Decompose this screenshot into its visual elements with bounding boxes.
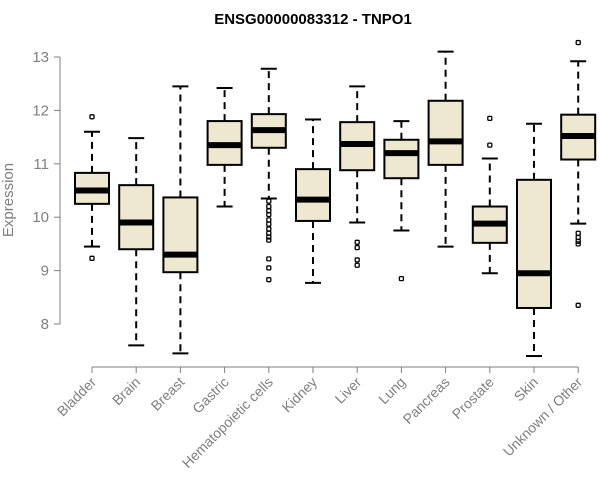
outlier-point <box>266 226 272 232</box>
outlier-point <box>354 257 360 263</box>
x-tick-label: Brain <box>109 374 143 408</box>
box-liver <box>339 85 376 268</box>
outlier-point <box>89 114 95 120</box>
outlier-point <box>354 244 360 251</box>
outlier-point <box>89 255 95 261</box>
outlier-point <box>575 241 581 247</box>
outlier-point <box>398 275 405 282</box>
outlier-point <box>266 203 272 210</box>
iqr-box <box>516 178 552 309</box>
x-tick-label: Lung <box>375 374 408 407</box>
outlier-point <box>266 256 272 262</box>
box-kidney <box>295 118 331 284</box>
outlier-point <box>266 217 272 223</box>
box-hematopoietic-cells <box>250 67 287 283</box>
box-prostate <box>471 115 508 275</box>
outlier-point <box>266 277 272 283</box>
outlier-point <box>266 237 272 243</box>
box-lung <box>383 120 420 282</box>
box-unknown-other <box>560 39 597 308</box>
x-tick-label: Pancreas <box>400 374 453 427</box>
iqr-box <box>295 168 331 222</box>
x-tick-label: Gastric <box>189 374 232 417</box>
y-axis-label: Expression <box>0 163 17 237</box>
outlier-point <box>354 262 360 268</box>
y-tick-label: 9 <box>41 263 49 280</box>
outlier-point <box>354 239 360 245</box>
box-gastric <box>206 86 243 208</box>
x-tick-label: Liver <box>332 374 365 407</box>
y-axis: 8 9 10 11 12 13 <box>32 49 61 333</box>
outlier-point <box>487 115 493 122</box>
iqr-box <box>118 184 155 251</box>
outlier-point <box>575 302 581 308</box>
iqr-box <box>162 196 199 274</box>
x-tick-label: Prostate <box>449 374 497 422</box>
outlier-point <box>266 265 272 271</box>
outlier-point <box>487 142 493 148</box>
outlier-point <box>266 221 272 227</box>
y-tick-label: 10 <box>32 209 49 226</box>
y-tick-label: 8 <box>41 316 49 333</box>
chart-title: ENSG00000083312 - TNPO1 <box>214 11 412 28</box>
x-tick-label: Bladder <box>54 374 100 420</box>
outlier-point <box>266 198 272 204</box>
x-tick-label: Kidney <box>279 374 321 416</box>
outlier-point <box>266 211 272 218</box>
y-tick-label: 13 <box>32 49 49 66</box>
outlier-point <box>266 234 272 240</box>
box-breast <box>162 85 199 355</box>
box-bladder <box>74 114 110 261</box>
outlier-point <box>575 238 581 244</box>
x-tick-label: Unknown / Other <box>500 374 586 460</box>
x-tick-label: Breast <box>148 374 188 414</box>
iqr-box <box>427 99 464 166</box>
y-tick-label: 11 <box>33 156 49 173</box>
box-skin <box>516 122 552 358</box>
y-tick-label: 12 <box>32 102 49 119</box>
outlier-point <box>575 230 581 236</box>
iqr-box <box>383 138 420 180</box>
x-tick-label: Skin <box>511 374 542 405</box>
box-pancreas <box>427 50 464 248</box>
outlier-point <box>575 39 581 46</box>
plot-area <box>74 39 597 358</box>
box-brain <box>118 137 155 347</box>
